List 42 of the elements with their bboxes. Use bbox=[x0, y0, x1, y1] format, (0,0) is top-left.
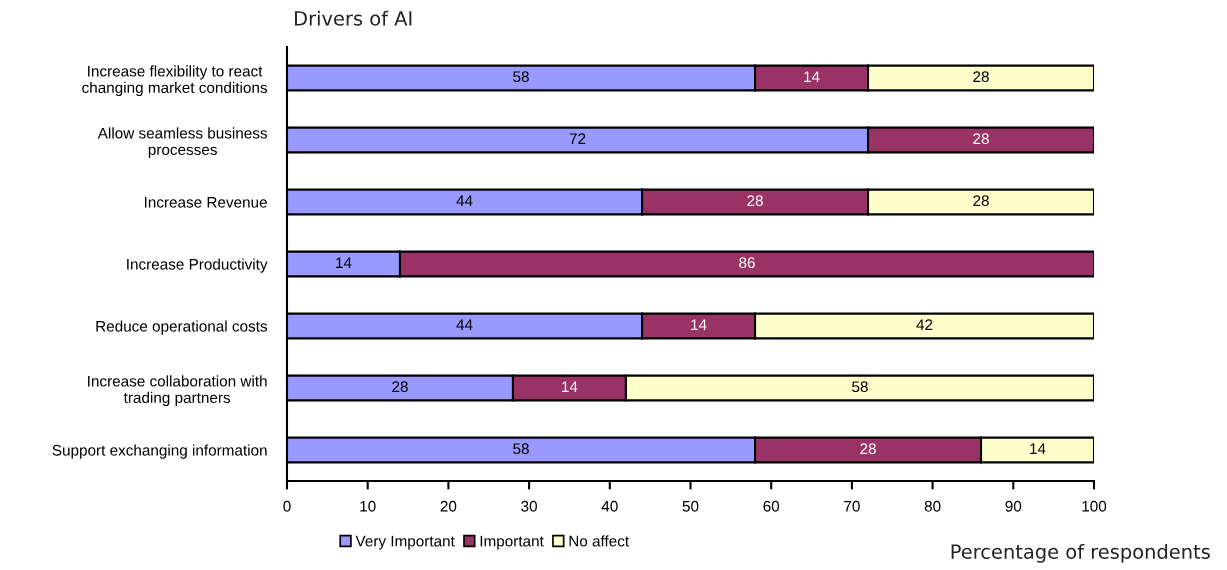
data-label: 28 bbox=[392, 381, 408, 393]
y-tick-label: Increase Revenue bbox=[144, 197, 267, 208]
legend-label: No affect bbox=[569, 535, 630, 547]
x-tick-label: 80 bbox=[924, 500, 941, 512]
data-label: 42 bbox=[916, 319, 933, 330]
data-label: 14 bbox=[804, 71, 820, 82]
data-label: 44 bbox=[456, 195, 473, 206]
x-axis-title: Percentage of respondents bbox=[951, 543, 1210, 563]
x-tick-label: 10 bbox=[360, 500, 376, 512]
x-tick-label: 60 bbox=[763, 500, 780, 512]
data-label: 86 bbox=[739, 257, 755, 269]
x-tick-label: 0 bbox=[283, 500, 291, 512]
data-label: 14 bbox=[336, 257, 352, 268]
legend-label: Very Important bbox=[355, 535, 455, 550]
data-label: 28 bbox=[747, 195, 763, 207]
data-label: 72 bbox=[569, 133, 586, 144]
y-tick-label: Support exchanging information bbox=[52, 444, 267, 459]
x-tick-label: 20 bbox=[440, 500, 457, 512]
y-tick-label: Reduce operational costs bbox=[96, 320, 268, 335]
data-label: 44 bbox=[456, 319, 473, 330]
data-label: 28 bbox=[973, 133, 989, 145]
legend-label: Important bbox=[480, 535, 544, 550]
x-tick-label: 70 bbox=[844, 500, 860, 512]
data-label: 58 bbox=[513, 71, 529, 83]
data-label: 28 bbox=[860, 443, 876, 455]
data-label: 14 bbox=[562, 381, 578, 392]
data-label: 28 bbox=[973, 71, 989, 83]
data-label: 14 bbox=[691, 319, 707, 330]
data-label: 58 bbox=[852, 381, 868, 393]
x-tick-label: 40 bbox=[601, 500, 618, 512]
x-tick-label: 100 bbox=[1082, 500, 1107, 512]
data-label: 14 bbox=[1030, 443, 1046, 454]
y-tick-label: Increase flexibility to react changing market conditions bbox=[82, 65, 268, 97]
y-tick-label: Increase Productivity bbox=[127, 258, 268, 273]
y-tick-label: Allow seamless business processes bbox=[97, 127, 268, 159]
data-label: 28 bbox=[973, 195, 989, 207]
y-axis-title: Drivers of AI bbox=[295, 10, 412, 26]
x-tick-label: 30 bbox=[521, 500, 537, 512]
y-tick-label: Increase collaboration with trading partners bbox=[88, 375, 267, 407]
x-tick-label: 50 bbox=[682, 500, 699, 512]
x-tick-label: 90 bbox=[1005, 500, 1022, 512]
data-label: 58 bbox=[513, 443, 529, 455]
